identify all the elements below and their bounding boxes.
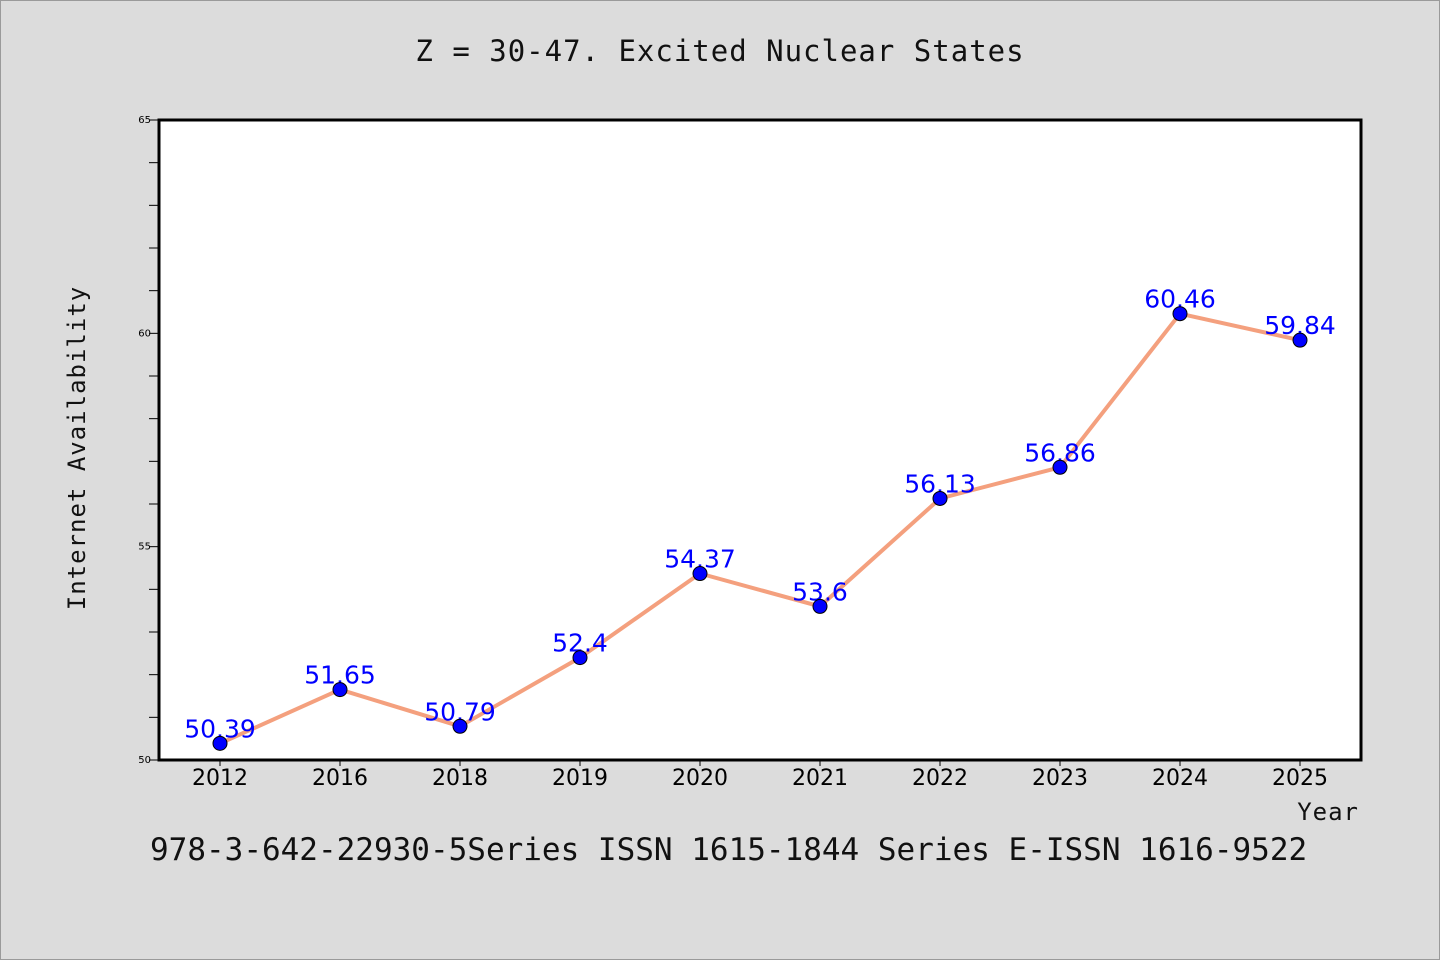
data-point-marker xyxy=(812,598,828,614)
x-tick-label: 2016 xyxy=(312,766,368,791)
x-tick-label: 2019 xyxy=(552,766,608,791)
x-tick-label: 2018 xyxy=(432,766,488,791)
x-tick-label: 2024 xyxy=(1152,766,1208,791)
plot-area xyxy=(157,118,1363,762)
y-tick-label: 55 xyxy=(138,542,151,553)
x-tick-label: 2020 xyxy=(672,766,728,791)
series-line xyxy=(219,311,1301,746)
x-tick-label: 2023 xyxy=(1032,766,1088,791)
y-tick-label: 50 xyxy=(138,755,151,766)
y-tick-label: 60 xyxy=(138,328,151,339)
data-point-marker xyxy=(452,718,468,734)
data-point-marker xyxy=(1292,332,1308,348)
data-point-marker xyxy=(212,735,228,751)
x-tick-label: 2022 xyxy=(912,766,968,791)
x-axis: 2012 2016 2018 2019 2020 2021 2022 2023 2024 2025 xyxy=(192,760,1328,791)
x-tick-label: 2012 xyxy=(192,766,248,791)
y-axis-label: Internet Availability xyxy=(63,286,91,610)
data-point-marker xyxy=(1052,459,1068,475)
x-tick-label: 2021 xyxy=(792,766,848,791)
data-point-marker xyxy=(692,566,708,582)
chart-title: Z = 30-47. Excited Nuclear States xyxy=(415,34,1025,68)
x-tick-label: 2025 xyxy=(1272,766,1328,791)
data-point-marker xyxy=(1172,306,1188,322)
data-point-marker xyxy=(332,682,348,698)
data-labels: 50.3951.6550.7952.454.3753.656.1356.8660… xyxy=(184,285,1336,744)
y-axis: 50 55 60 65 xyxy=(138,115,159,766)
data-markers xyxy=(212,306,1308,751)
data-point-marker xyxy=(932,490,948,506)
y-tick-label: 65 xyxy=(138,115,151,126)
x-axis-label: Year xyxy=(1297,798,1359,826)
data-point-marker xyxy=(572,650,588,666)
book-isbn-caption: 978-3-642-22930-5Series ISSN 1615-1844 S… xyxy=(150,832,1308,868)
